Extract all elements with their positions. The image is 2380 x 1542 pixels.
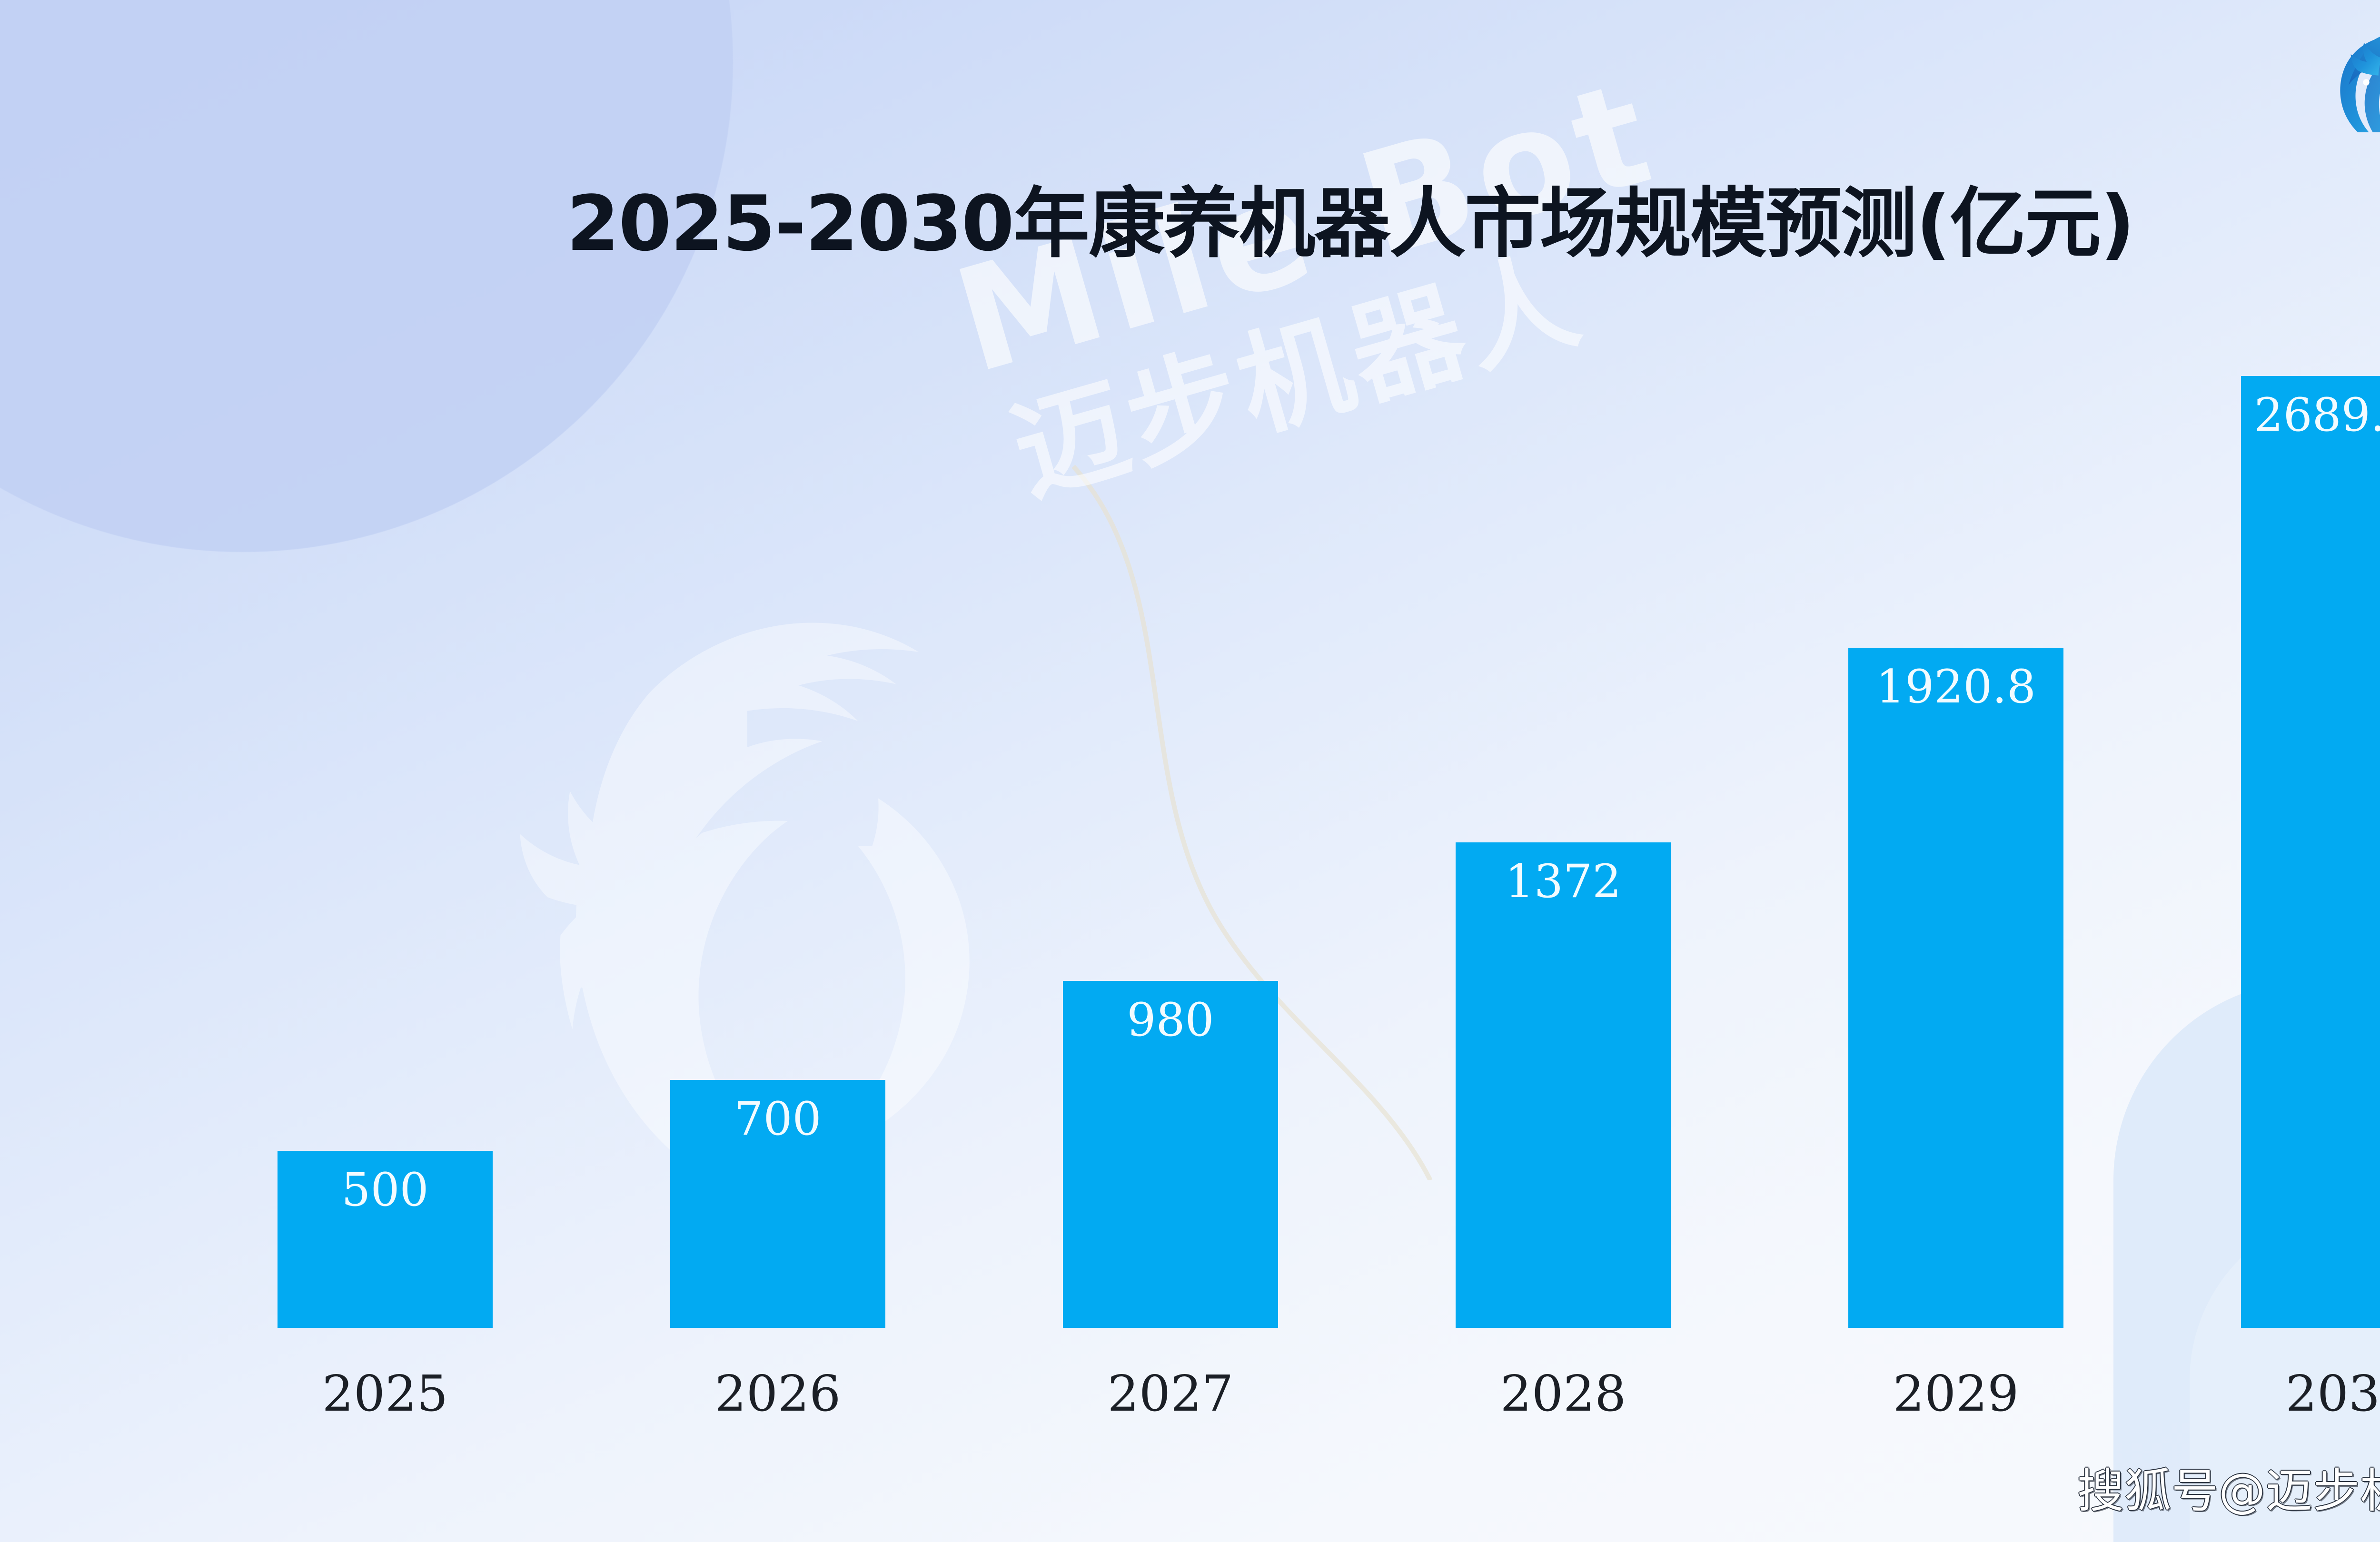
decorative-circle-top-left (0, 0, 733, 552)
decorative-right-glow (2313, 0, 2380, 1542)
bar-value-label-2026: 700 (734, 1092, 822, 1146)
bar-value-label-2027: 980 (1127, 993, 1214, 1047)
bar-value-label-2029: 1920.8 (1876, 660, 2036, 713)
x-axis-label-2027: 2027 (1107, 1364, 1234, 1423)
x-axis-label-2028: 2028 (1500, 1364, 1626, 1423)
x-axis-label-2025: 2025 (322, 1364, 448, 1423)
bar-value-label-2028: 1372 (1505, 855, 1622, 908)
bar-2029 (1848, 648, 2063, 1328)
bar-2027 (1063, 981, 1278, 1328)
footer-attribution: 搜狐号@迈步机器人Milebot (2077, 1464, 2380, 1518)
crane-swirl-logo-icon (2338, 30, 2380, 132)
bar-2026 (670, 1080, 885, 1328)
x-axis-label-2026: 2026 (714, 1364, 841, 1423)
bar-2028 (1456, 842, 1671, 1328)
x-axis-label-2029: 2029 (1893, 1364, 2019, 1423)
milebot-text-watermark: Mile Bot 迈步机器人 (939, 49, 1708, 529)
bar-value-label-2025: 500 (341, 1163, 429, 1216)
bar-2025 (278, 1151, 493, 1328)
decorative-curve-line (1038, 419, 1752, 1180)
chart-title: 2025-2030年康养机器人市场规模预测(亿元) (566, 179, 2135, 268)
crane-watermark-icon (390, 576, 1104, 1318)
